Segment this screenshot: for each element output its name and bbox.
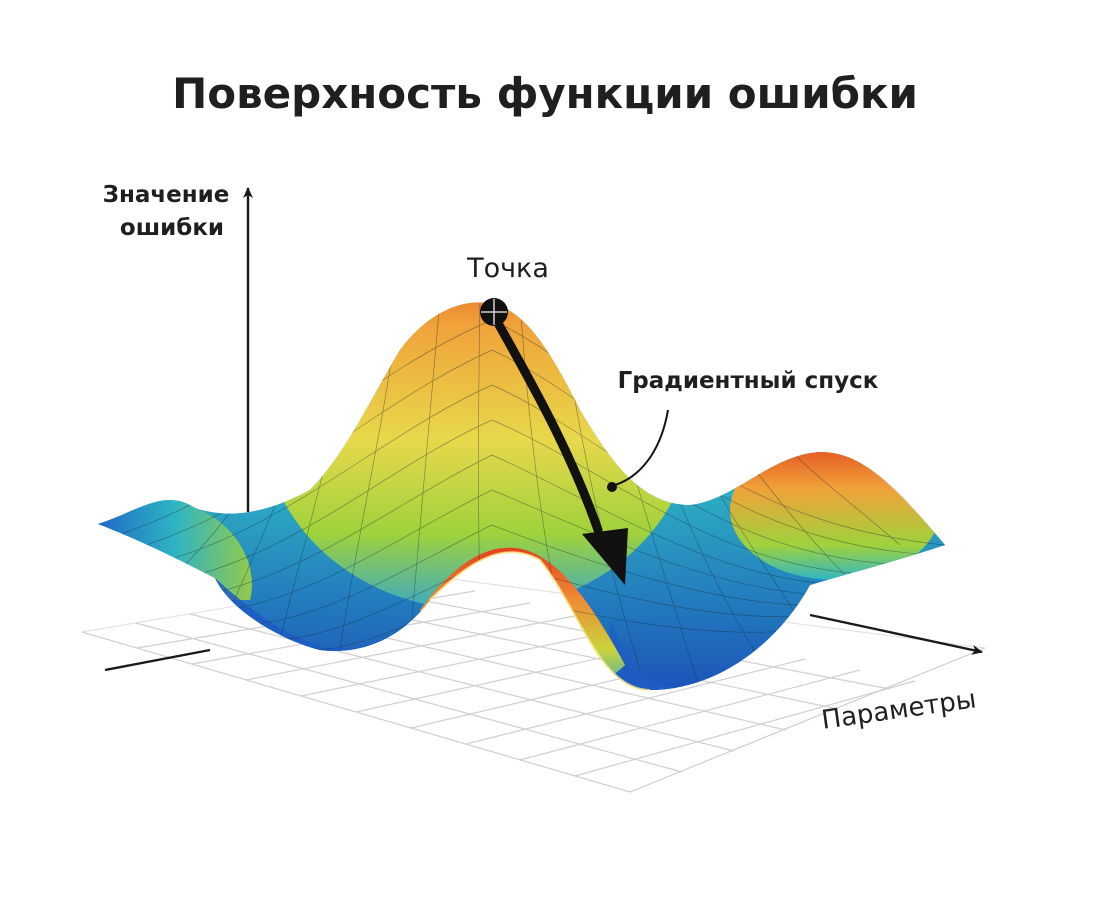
error-surface <box>98 302 945 691</box>
x-axis <box>104 648 211 672</box>
axes <box>104 187 983 672</box>
descent-arrow-icon <box>489 311 628 585</box>
descent-callout <box>607 409 669 492</box>
point-marker-icon <box>480 298 508 326</box>
descent-label: Градиентный спуск <box>618 368 879 394</box>
y-axis-label-line1: Значение <box>103 182 230 208</box>
floor-grid <box>81 574 986 793</box>
point-label: Точка <box>466 253 549 284</box>
x-axis-right <box>809 613 983 655</box>
x-axis-label: Параметры <box>820 684 978 735</box>
diagram-title: Поверхность функции ошибки <box>172 69 918 118</box>
y-axis-label-line2: ошибки <box>120 215 224 241</box>
